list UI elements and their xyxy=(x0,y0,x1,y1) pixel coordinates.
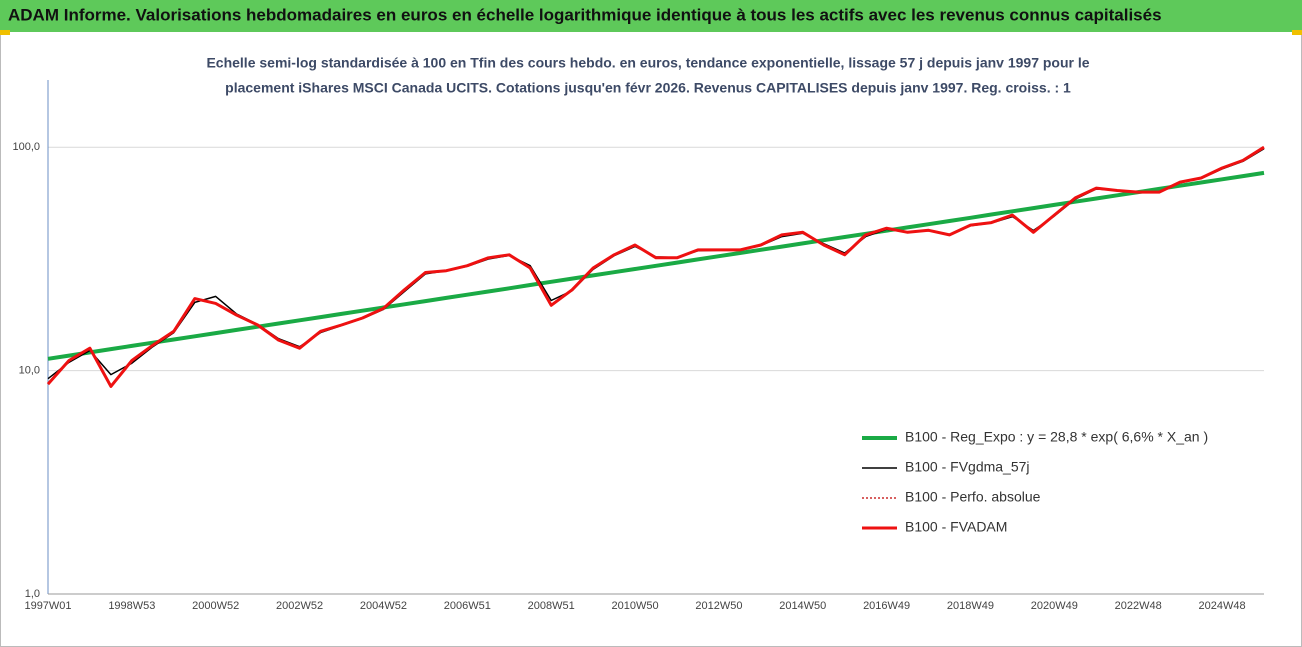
x-tick-label: 2018W49 xyxy=(947,600,994,612)
x-tick-label: 2004W52 xyxy=(360,600,407,612)
corner-mark xyxy=(1292,30,1302,35)
y-tick-label: 10,0 xyxy=(19,365,40,377)
x-tick-label: 2016W49 xyxy=(863,600,910,612)
header-bar xyxy=(0,0,1302,32)
chart-subtitle: Echelle semi-log standardisée à 100 en T… xyxy=(206,55,1089,71)
legend-label: B100 - Reg_Expo : y = 28,8 * exp( 6,6% *… xyxy=(905,429,1208,445)
x-tick-label: 1997W01 xyxy=(24,600,71,612)
legend-label: B100 - FVgdma_57j xyxy=(905,459,1030,475)
x-tick-label: 2014W50 xyxy=(779,600,826,612)
chart-subtitle: placement iShares MSCI Canada UCITS. Cot… xyxy=(225,80,1071,96)
x-tick-label: 2010W50 xyxy=(611,600,658,612)
x-tick-label: 2002W52 xyxy=(276,600,323,612)
y-tick-label: 100,0 xyxy=(12,141,40,153)
y-tick-label: 1,0 xyxy=(25,588,40,600)
x-tick-label: 2006W51 xyxy=(444,600,491,612)
x-tick-label: 2022W48 xyxy=(1115,600,1162,612)
x-tick-label: 2020W49 xyxy=(1031,600,1078,612)
series-line xyxy=(46,145,1265,388)
x-tick-label: 2008W51 xyxy=(528,600,575,612)
x-tick-label: 1998W53 xyxy=(108,600,155,612)
chart-title: ADAM Informe. Valorisations hebdomadaire… xyxy=(8,5,1162,24)
x-tick-label: 2024W48 xyxy=(1199,600,1246,612)
legend-label: B100 - FVADAM xyxy=(905,519,1007,535)
legend-label: B100 - Perfo. absolue xyxy=(905,489,1041,505)
x-tick-label: 2012W50 xyxy=(695,600,742,612)
x-tick-label: 2000W52 xyxy=(192,600,239,612)
corner-mark xyxy=(0,30,10,35)
series-line xyxy=(47,170,1265,361)
